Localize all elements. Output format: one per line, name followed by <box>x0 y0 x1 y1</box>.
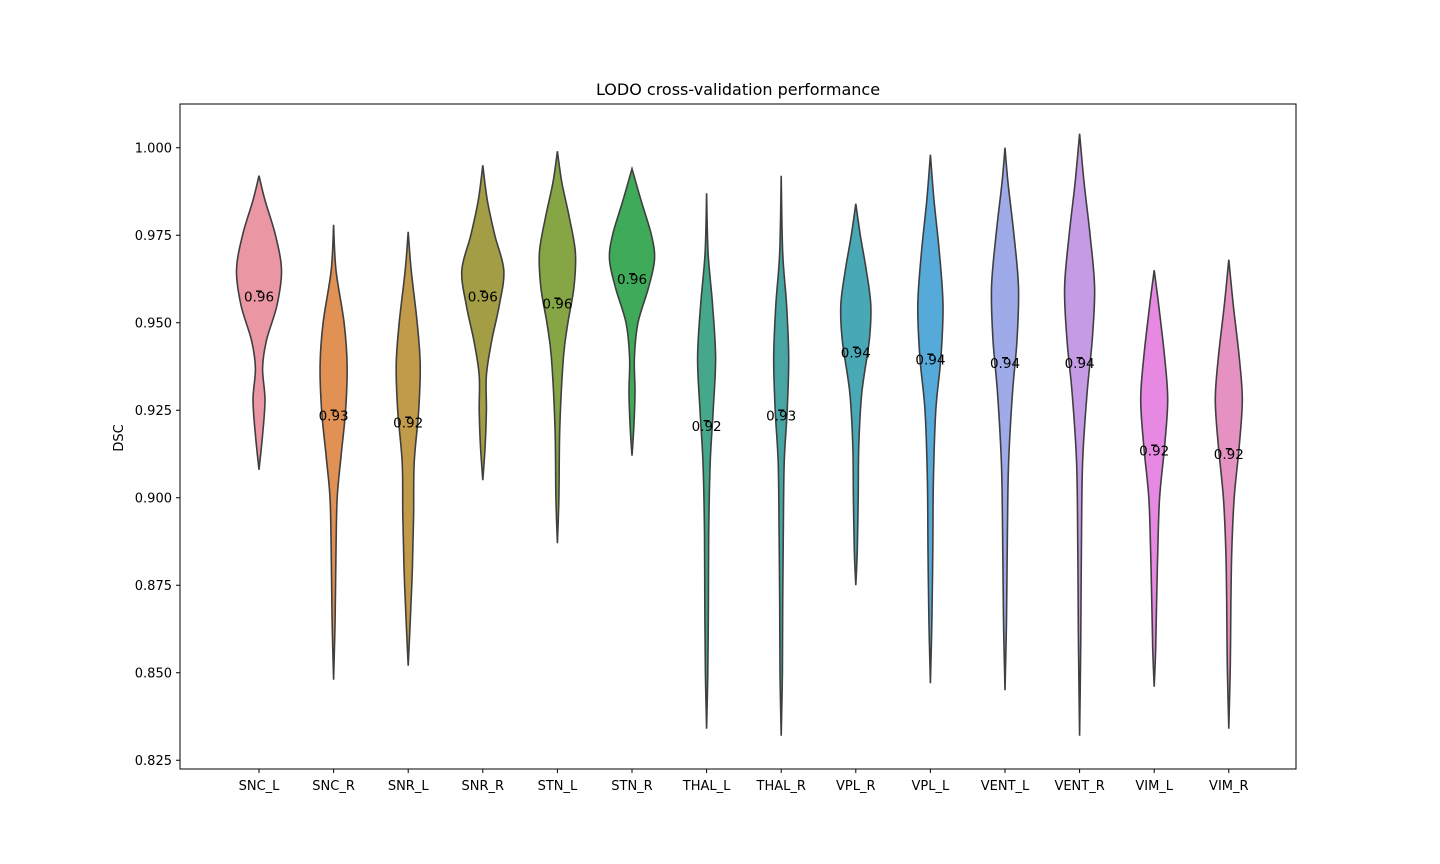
violin-body <box>839 203 872 586</box>
x-tick-label: SNR_R <box>462 779 505 794</box>
violin-thal-l: 0.92 <box>692 193 722 729</box>
y-tick-label: 0.900 <box>135 491 172 506</box>
violin-body <box>1214 259 1244 729</box>
x-tick-label: THAL_L <box>682 779 731 794</box>
violin-body <box>1063 133 1096 736</box>
violin-body <box>916 154 944 684</box>
violin-snc-r: 0.93 <box>319 224 349 680</box>
mean-label: 0.92 <box>1139 443 1169 459</box>
y-axis-label: DSC <box>112 424 127 451</box>
x-tick-label: VPL_R <box>836 779 876 794</box>
violin-body <box>1139 270 1169 687</box>
plot-frame <box>179 103 1297 770</box>
x-tick-label: VIM_R <box>1209 779 1248 794</box>
violin-snr-l: 0.92 <box>393 231 423 666</box>
mean-label: 0.93 <box>319 408 349 424</box>
x-tick-label: SNC_R <box>312 779 355 794</box>
violin-snc-l: 0.96 <box>235 175 283 470</box>
mean-label: 0.92 <box>393 415 423 431</box>
violin-body <box>235 175 283 470</box>
violin-vent-l: 0.94 <box>990 147 1020 691</box>
x-tick-label: VPL_L <box>912 779 950 794</box>
mean-label: 0.94 <box>841 345 871 361</box>
violin-body <box>696 193 717 729</box>
violin-snr-r: 0.96 <box>460 165 505 481</box>
y-tick-label: 1.000 <box>135 141 172 156</box>
y-tick-label: 0.875 <box>135 579 172 594</box>
violin-thal-r: 0.93 <box>766 175 796 736</box>
x-tick-label: VENT_R <box>1054 779 1104 794</box>
chart-title: LODO cross-validation performance <box>596 80 880 99</box>
violin-vpl-r: 0.94 <box>839 203 872 586</box>
y-tick-label: 0.825 <box>135 754 172 769</box>
violin-stn-r: 0.96 <box>608 165 656 456</box>
x-tick-label: STN_R <box>611 779 652 794</box>
violin-vim-l: 0.92 <box>1139 270 1169 687</box>
mean-label: 0.96 <box>244 289 274 305</box>
y-tick-label: 0.925 <box>135 404 172 419</box>
violin-body <box>538 151 577 544</box>
mean-label: 0.92 <box>692 419 722 435</box>
violin-body <box>608 165 656 456</box>
violin-body <box>319 224 348 680</box>
x-tick-label: THAL_R <box>756 779 806 794</box>
violin-body <box>395 231 422 666</box>
y-tick-label: 0.975 <box>135 229 172 244</box>
y-tick-label: 0.850 <box>135 666 172 681</box>
y-tick-label: 0.950 <box>135 316 172 331</box>
violin-vim-r: 0.92 <box>1214 259 1244 729</box>
violin-body <box>772 175 790 736</box>
x-tick-label: SNC_L <box>239 779 281 794</box>
violin-body <box>460 165 505 481</box>
violin-body <box>990 147 1020 691</box>
x-tick-label: SNR_L <box>388 779 430 794</box>
violin-stn-l: 0.96 <box>538 151 577 544</box>
y-axis-ticks: 0.825 0.850 0.875 0.900 0.925 0.950 0.975 1.000 <box>135 141 180 769</box>
mean-label: 0.93 <box>766 408 796 424</box>
violins-group: 0.96 0.93 0.92 0.96 0.96 0.96 0.92 0.93 0.94 0.94… <box>235 133 1244 736</box>
violin-vpl-l: 0.94 <box>915 154 945 684</box>
mean-label: 0.94 <box>990 356 1020 372</box>
mean-label: 0.92 <box>1214 447 1244 463</box>
x-tick-label: VENT_L <box>981 779 1030 794</box>
mean-label: 0.94 <box>1065 356 1095 372</box>
x-tick-label: VIM_L <box>1135 779 1173 794</box>
x-axis-ticks: SNC_L SNC_R SNR_L SNR_R STN_L STN_R THAL_L THAL… <box>239 769 1249 794</box>
mean-label: 0.96 <box>542 296 572 312</box>
mean-label: 0.94 <box>915 352 945 368</box>
mean-label: 0.96 <box>468 289 498 305</box>
x-tick-label: STN_L <box>538 779 578 794</box>
mean-label: 0.96 <box>617 272 647 288</box>
violin-vent-r: 0.94 <box>1063 133 1096 736</box>
